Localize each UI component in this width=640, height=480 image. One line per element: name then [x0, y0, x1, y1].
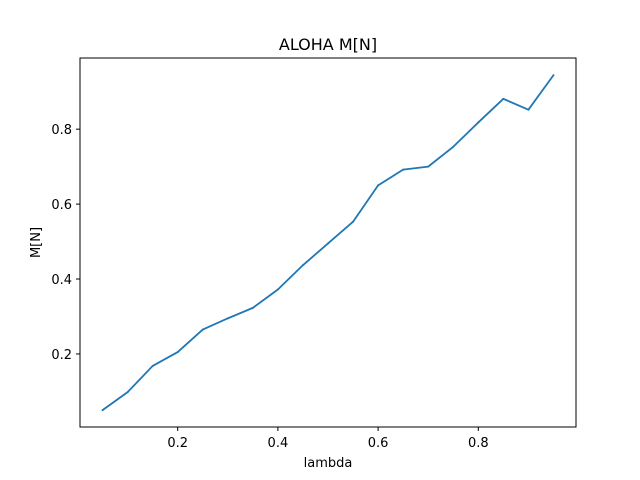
data-point [402, 168, 405, 171]
data-point [527, 108, 530, 111]
x-tick-label: 0.8 [468, 436, 489, 451]
data-point [276, 288, 279, 291]
x-axis-label: lambda [304, 456, 353, 471]
data-point [377, 184, 380, 187]
data-point [327, 242, 329, 245]
x-axis-ticks: 0.2 0.4 0.6 0.8 [167, 427, 489, 451]
data-point [352, 220, 355, 223]
chart-title: ALOHA M[N] [279, 35, 377, 54]
data-point [301, 264, 304, 267]
data-point [427, 165, 430, 168]
x-tick-label: 0.6 [368, 436, 389, 451]
data-point [101, 409, 104, 412]
data-point [126, 391, 129, 394]
data-point [452, 145, 455, 148]
data-point [226, 317, 229, 320]
x-tick-label: 0.2 [167, 436, 188, 451]
data-point [151, 364, 154, 367]
data-point [502, 97, 505, 100]
y-tick-label: 0.6 [51, 198, 72, 213]
y-tick-label: 0.8 [51, 123, 72, 138]
y-axis-ticks: 0.2 0.4 0.6 0.8 [51, 123, 80, 363]
data-point [552, 74, 555, 77]
plot-frame [79, 57, 577, 428]
series-layer [101, 74, 555, 412]
y-tick-label: 0.4 [51, 273, 72, 288]
data-point [176, 351, 179, 354]
data-point [251, 306, 254, 309]
data-point [477, 121, 480, 124]
y-axis-label: M[N] [29, 227, 44, 258]
x-tick-label: 0.4 [268, 436, 289, 451]
y-tick-label: 0.2 [51, 348, 72, 363]
data-point [201, 328, 204, 331]
